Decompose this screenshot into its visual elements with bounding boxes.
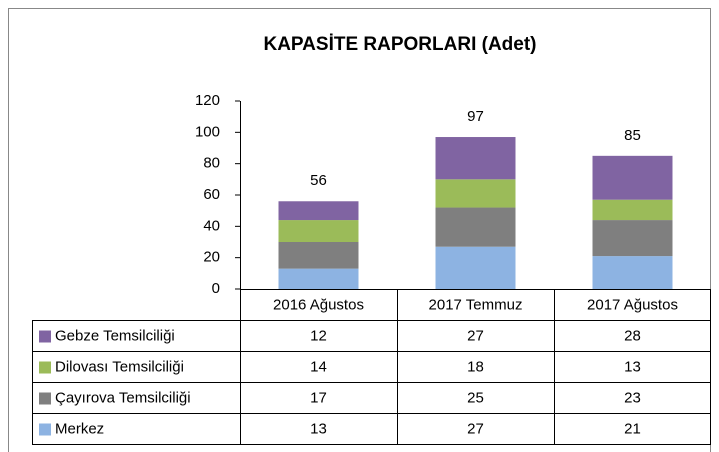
legend-key bbox=[39, 392, 51, 405]
table-value: 18 bbox=[467, 358, 484, 375]
x-tick-label: 2017 Temmuz bbox=[429, 296, 523, 313]
table-value: 13 bbox=[310, 420, 327, 437]
table-value: 27 bbox=[467, 327, 484, 344]
bar-segment bbox=[592, 199, 673, 221]
y-tick-label: 80 bbox=[203, 155, 220, 172]
table-value: 25 bbox=[467, 389, 484, 406]
legend-key bbox=[39, 423, 51, 436]
legend-key bbox=[39, 330, 51, 343]
table-value: 17 bbox=[310, 389, 327, 406]
bar-segment bbox=[435, 179, 516, 208]
table-value: 12 bbox=[310, 327, 327, 344]
legend-key bbox=[39, 361, 51, 374]
table-value: 23 bbox=[624, 389, 641, 406]
total-label: 56 bbox=[310, 172, 327, 189]
y-tick-label: 100 bbox=[195, 123, 220, 140]
legend-label: Dilovası Temsilciliği bbox=[55, 358, 184, 375]
total-label: 85 bbox=[624, 127, 641, 144]
y-tick-label: 40 bbox=[203, 217, 220, 234]
legend-label: Gebze Temsilciliği bbox=[55, 327, 175, 344]
table-value: 13 bbox=[624, 358, 641, 375]
y-tick-label: 0 bbox=[212, 280, 220, 297]
y-tick-label: 60 bbox=[203, 186, 220, 203]
bar-segment bbox=[592, 256, 673, 289]
legend-label: Çayırova Temsilciliği bbox=[55, 389, 191, 406]
y-tick-label: 120 bbox=[195, 92, 220, 109]
bar-segment bbox=[435, 246, 516, 289]
bar-segment bbox=[435, 137, 516, 180]
bar-segment bbox=[592, 220, 673, 257]
table-value: 28 bbox=[624, 327, 641, 344]
x-tick-label: 2017 Ağustos bbox=[587, 296, 678, 313]
bar-segment bbox=[435, 207, 516, 247]
table-value: 27 bbox=[467, 420, 484, 437]
bar-segment bbox=[278, 242, 359, 269]
table-value: 21 bbox=[624, 420, 641, 437]
legend-label: Merkez bbox=[55, 420, 104, 437]
bar-segment bbox=[278, 220, 359, 242]
bar-segment bbox=[278, 201, 359, 221]
table-value: 14 bbox=[310, 358, 327, 375]
chart-title: KAPASİTE RAPORLARI (Adet) bbox=[263, 34, 536, 55]
bar-segment bbox=[592, 155, 673, 200]
y-tick-label: 20 bbox=[203, 249, 220, 266]
x-tick-label: 2016 Ağustos bbox=[273, 296, 364, 313]
bar-segment bbox=[278, 268, 359, 289]
total-label: 97 bbox=[467, 108, 484, 125]
